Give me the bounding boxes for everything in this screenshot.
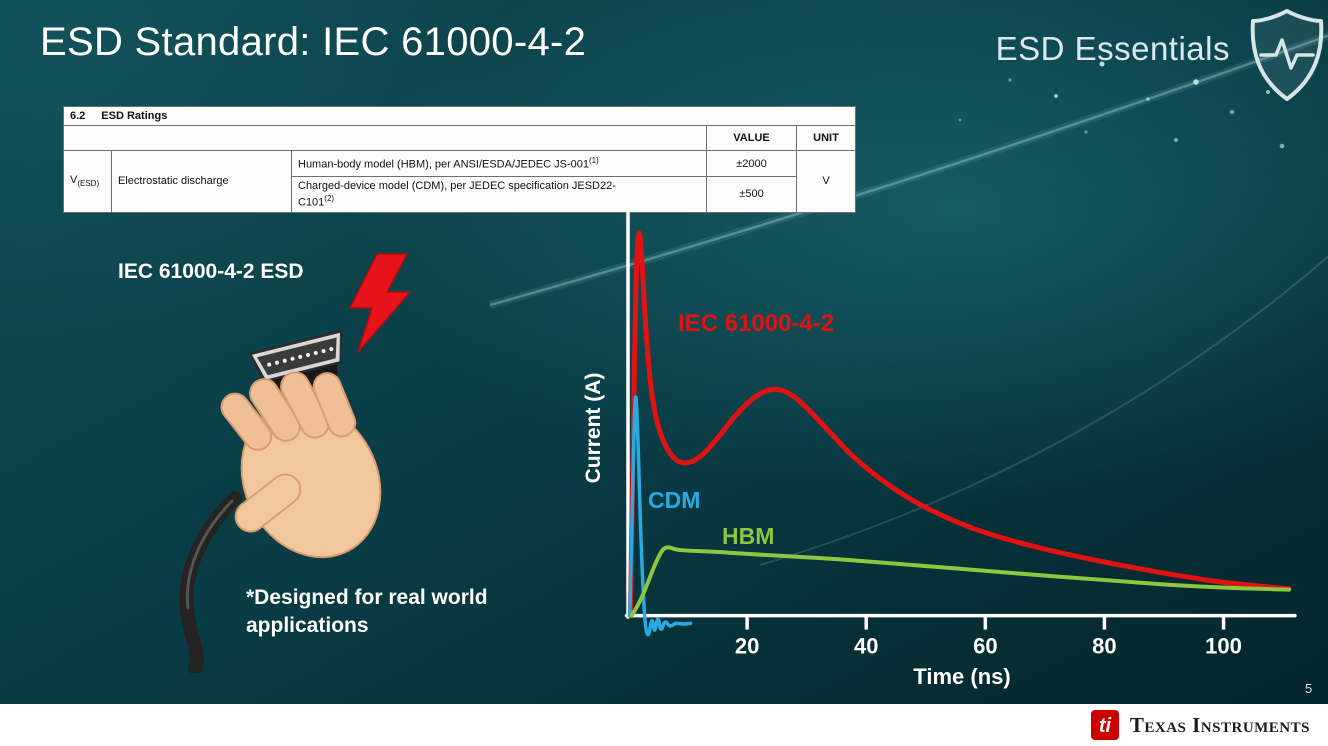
table-row: V(ESD) Electrostatic discharge Human-bod… xyxy=(63,150,856,213)
hbm-series-label: HBM xyxy=(722,523,775,549)
brand-title: ESD Essentials xyxy=(995,30,1230,67)
svg-text:ti: ti xyxy=(1099,715,1112,737)
cdm-series-label: CDM xyxy=(648,487,701,513)
svg-text:80: 80 xyxy=(1092,634,1116,659)
hbm-description-cell: Human-body model (HBM), per ANSI/ESDA/JE… xyxy=(291,150,707,178)
section-number: 6.2 xyxy=(70,110,86,122)
sparkle-dots xyxy=(958,61,1285,149)
lightning-bolt-icon xyxy=(349,253,411,353)
svg-text:40: 40 xyxy=(854,634,878,659)
svg-text:60: 60 xyxy=(973,634,997,659)
table-section-row: 6.2 ESD Ratings xyxy=(63,105,856,127)
designed-note: *Designed for real world applications xyxy=(246,586,488,638)
unit-column-header: UNIT xyxy=(796,125,856,152)
ti-logo-text: Texas Instruments xyxy=(1129,712,1310,737)
svg-text:100: 100 xyxy=(1205,634,1242,659)
hand-holding-hdmi-illustration xyxy=(179,253,411,673)
iec-series-label: IEC 61000-4-2 xyxy=(678,310,835,337)
symbol-cell: V(ESD) xyxy=(63,150,112,213)
esd-waveform-chart: 20 40 60 80 100 xyxy=(585,200,1300,675)
hbm-value-cell: ±2000 xyxy=(706,150,797,178)
svg-text:20: 20 xyxy=(735,634,759,659)
section-title: ESD Ratings xyxy=(101,110,168,122)
ti-logo-icon: ti xyxy=(1090,710,1119,740)
value-column-header: VALUE xyxy=(706,125,797,152)
x-axis-label: Time (ns) xyxy=(913,664,1011,689)
esd-shield-icon xyxy=(1244,6,1328,109)
unit-cell: V xyxy=(796,150,856,213)
hand xyxy=(220,371,382,559)
cable xyxy=(179,491,242,673)
y-axis-label: Current (A) xyxy=(582,372,605,484)
page-number: 5 xyxy=(1305,681,1313,696)
parameter-cell: Electrostatic discharge xyxy=(111,150,292,213)
cdm-description-cell: Charged-device model (CDM), per JEDEC sp… xyxy=(291,176,707,213)
esd-ratings-table: 6.2 ESD Ratings VALUE UNIT V(ESD) Electro… xyxy=(63,105,856,213)
table-row: Charged-device model (CDM), per JEDEC sp… xyxy=(64,176,856,213)
footer-bar: ti Texas Instruments xyxy=(0,704,1328,746)
slide-title: ESD Standard: IEC 61000-4-2 xyxy=(40,20,587,64)
table-header-row: VALUE UNIT xyxy=(63,125,856,152)
iec-esd-caption: IEC 61000-4-2 ESD xyxy=(118,260,304,283)
cdm-value-cell: ±500 xyxy=(706,176,797,213)
